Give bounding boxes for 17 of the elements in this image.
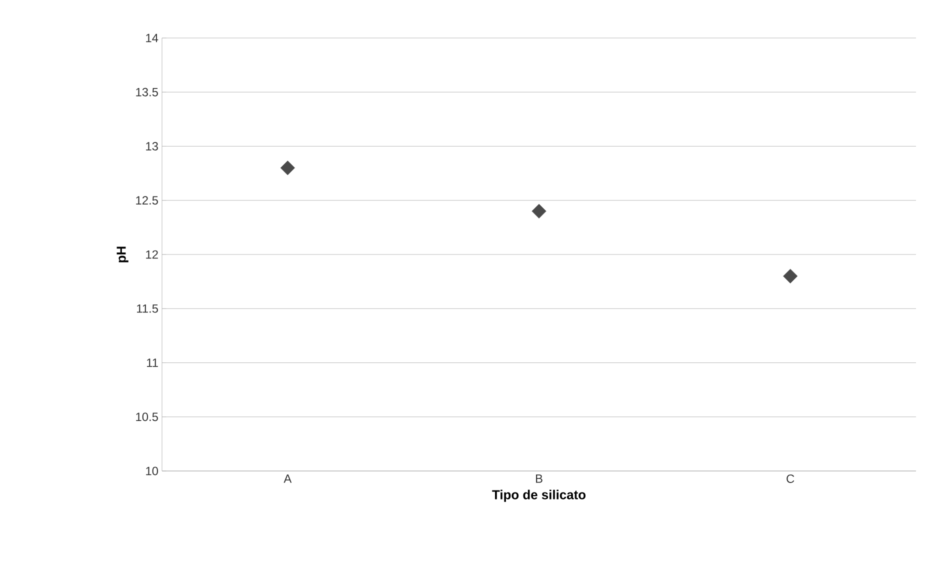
y-tick-label: 12 xyxy=(146,250,158,259)
y-tick-label: 12.5 xyxy=(136,196,158,205)
y-axis-title: pH xyxy=(116,246,128,262)
x-axis-title: Tipo de silicato xyxy=(492,490,586,502)
y-tick-label: 10 xyxy=(146,466,158,476)
y-tick-label: 14 xyxy=(146,34,158,42)
point xyxy=(532,204,546,218)
x-tick-label: C xyxy=(786,474,794,483)
y-tick-label: 13 xyxy=(146,142,158,150)
x-tick-label: A xyxy=(284,474,292,483)
point xyxy=(783,268,798,284)
y-tick-label: 13.5 xyxy=(136,88,158,96)
y-tick-label: 11.5 xyxy=(137,304,158,313)
y-tick-label: 10.5 xyxy=(136,412,158,422)
y-tick-label: 11 xyxy=(146,358,158,367)
x-tick-label: B xyxy=(536,474,542,483)
point xyxy=(280,160,295,176)
